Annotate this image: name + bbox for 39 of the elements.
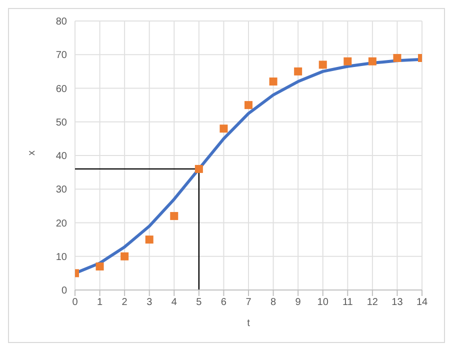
point [96,262,104,270]
x-tick-label: 1 [97,297,104,308]
point [220,124,228,133]
x-tick-label: 13 [392,297,404,308]
x-tick-label: 9 [295,297,302,308]
x-tick-label: 4 [171,297,178,308]
x-tick-label: 7 [246,297,252,308]
x-tick-label: 12 [366,297,378,308]
point [170,212,178,220]
y-tick-label: 50 [56,117,68,128]
x-tick-label: 6 [220,297,227,308]
y-tick-label: 30 [56,184,68,196]
point [145,236,154,244]
x-tick-label: 10 [317,297,329,308]
point [344,57,352,66]
point [368,57,376,66]
point [294,67,302,76]
x-tick-label: 2 [122,297,128,308]
y-tick-label: 20 [56,218,68,230]
x-tick-label: 3 [146,297,153,308]
y-tick-label: 40 [56,151,68,162]
x-tick-label: 0 [72,297,78,308]
x-tick-label: 11 [342,297,354,308]
point [244,101,252,110]
point [120,252,129,260]
point [269,78,278,86]
x-tick-label: 14 [416,297,428,308]
y-axis-title: x [26,150,38,156]
y-tick-label: 0 [61,286,68,297]
x-axis-title: t [247,318,250,329]
y-tick-label: 60 [56,84,68,95]
y-tick-label: 70 [56,50,68,62]
y-tick-label: 80 [56,16,68,28]
point [393,54,402,62]
x-tick-label: 8 [270,297,277,308]
point [194,164,203,173]
point [318,60,327,69]
x-tick-label: 5 [196,297,202,308]
y-tick-label: 10 [56,252,68,263]
